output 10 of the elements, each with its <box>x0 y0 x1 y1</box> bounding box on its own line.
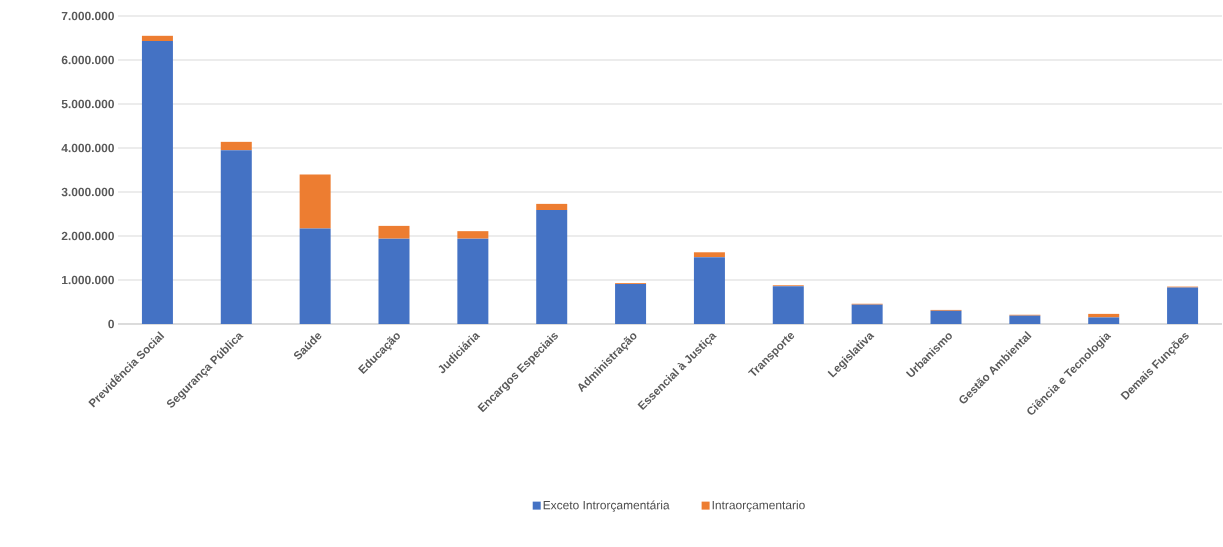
y-tick-label: 5.000.000 <box>61 99 114 109</box>
y-tick-label: 4.000.000 <box>61 143 114 153</box>
y-tick-label: 0 <box>108 319 114 329</box>
legend-label: Exceto Introrçamentária <box>543 500 670 512</box>
y-tick-label: 3.000.000 <box>61 187 114 197</box>
y-tick-label: 1.000.000 <box>62 275 114 285</box>
y-tick-label: 7.000.000 <box>61 11 114 21</box>
legend-label: Intraorçamentario <box>712 500 805 512</box>
y-tick-label: 2.000.000 <box>61 231 114 241</box>
y-tick-label: 6.000.000 <box>61 55 114 65</box>
